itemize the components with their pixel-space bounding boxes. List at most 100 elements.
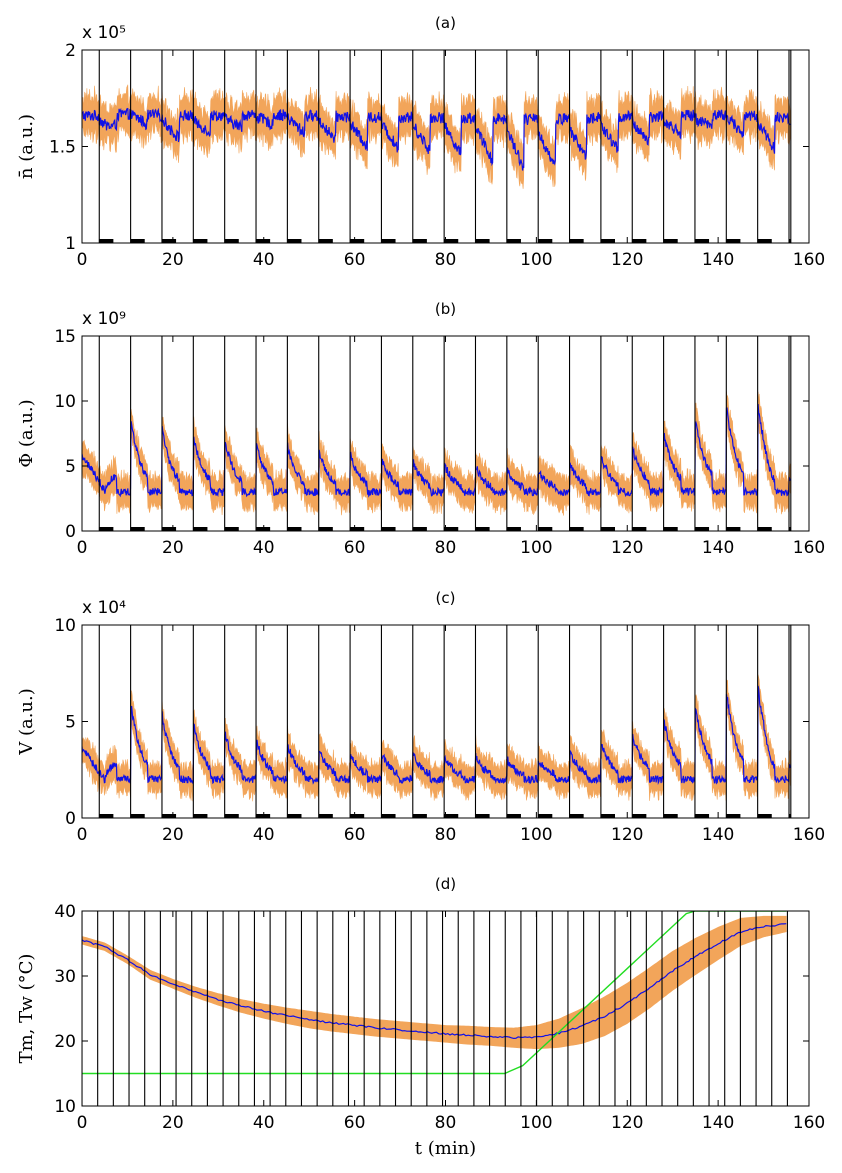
cycle-marker-bar	[506, 239, 521, 243]
y-tick-label: 20	[54, 1032, 76, 1052]
cycle-marker-bar	[287, 814, 302, 818]
x-tick-label: 140	[702, 825, 734, 845]
x-tick-label: 120	[611, 538, 643, 558]
cycle-marker-bar	[318, 239, 333, 243]
cycle-marker-bar	[381, 814, 396, 818]
x-tick-label: 0	[77, 250, 88, 270]
x-tick-label: 80	[435, 538, 457, 558]
x-tick-label: 120	[611, 1113, 643, 1133]
cycle-marker-bar	[99, 527, 114, 531]
cycle-marker-bar	[726, 814, 741, 818]
cycle-marker-bar	[256, 239, 271, 243]
cycle-marker-bar	[789, 814, 791, 818]
x-tick-label: 40	[253, 250, 275, 270]
panel-title: (c)	[436, 589, 456, 607]
y-tick-label: 2	[65, 41, 76, 61]
y-tick-label: 15	[54, 327, 76, 347]
cycle-marker-bar	[412, 527, 427, 531]
axis-exponent-label: x 10⁵	[82, 23, 126, 43]
x-tick-label: 40	[253, 825, 275, 845]
x-tick-label: 80	[435, 1113, 457, 1133]
cycle-marker-bar	[694, 239, 710, 243]
cycle-marker-bar	[726, 239, 741, 243]
cycle-marker-bar	[663, 239, 678, 243]
plot-area	[82, 336, 792, 531]
x-tick-label: 160	[793, 1113, 825, 1133]
cycle-marker-bar	[569, 239, 584, 243]
x-tick-label: 60	[344, 1113, 366, 1133]
x-tick-label: 0	[77, 825, 88, 845]
cycle-marker-bar	[475, 527, 490, 531]
y-tick-label: 0	[65, 522, 76, 542]
cycle-marker-bar	[663, 814, 678, 818]
x-tick-label: 160	[793, 825, 825, 845]
cycle-marker-bar	[224, 239, 239, 243]
panel-title: (a)	[435, 14, 456, 32]
series-line-tm	[82, 923, 787, 1040]
cycle-marker-bar	[193, 527, 208, 531]
y-tick-label: 40	[54, 902, 76, 922]
cycle-marker-bar	[287, 239, 302, 243]
y-tick-label: 1.5	[49, 138, 76, 158]
panel-d: 0 20 40 60 80 100 120 140 160 10 20 30 40 (d) Tm, Tw (…	[16, 875, 825, 1159]
axes-frame	[81, 49, 810, 244]
x-tick-label: 0	[77, 1113, 88, 1133]
x-tick-label: 100	[520, 250, 552, 270]
cycle-marker-bar	[99, 239, 114, 243]
axis-exponent-label: x 10⁹	[82, 309, 126, 329]
cycle-marker-bar	[381, 527, 396, 531]
series-band	[82, 84, 791, 189]
cycle-marker-bar	[789, 527, 791, 531]
panel-title: (d)	[435, 875, 456, 893]
cycle-marker-bar	[444, 814, 459, 818]
x-tick-label: 140	[702, 538, 734, 558]
x-tick-label: 40	[253, 538, 275, 558]
series-band	[82, 391, 791, 516]
y-axis-label: V (a.u.)	[16, 688, 37, 756]
cycle-marker-bar	[663, 527, 678, 531]
cycle-marker-bar	[506, 527, 521, 531]
cycle-marker-bar	[600, 814, 616, 818]
x-tick-label: 120	[611, 825, 643, 845]
x-tick-label: 20	[162, 825, 184, 845]
cycle-marker-bar	[318, 527, 333, 531]
cycle-marker-bar	[350, 239, 365, 243]
cycle-marker-bar	[632, 239, 647, 243]
cycle-marker-bar	[161, 527, 177, 531]
x-tick-label: 140	[702, 1113, 734, 1133]
y-axis-label: Φ (a.u.)	[16, 399, 37, 467]
x-tick-label: 160	[793, 538, 825, 558]
cycle-marker-bar	[538, 527, 553, 531]
cycle-marker-bar	[475, 239, 490, 243]
cycle-marker-bar	[538, 239, 553, 243]
cycle-marker-bar	[287, 527, 302, 531]
cycle-marker-bar	[224, 814, 239, 818]
y-tick-label: 10	[54, 616, 76, 636]
cycle-marker-bar	[130, 239, 145, 243]
x-tick-label: 60	[344, 250, 366, 270]
axis-exponent-label: x 10⁴	[82, 598, 126, 618]
cycle-marker-bar	[161, 814, 177, 818]
panel-a: 0 20 40 60 80 100 120 140 160 1 1.5 2 (a) x 10⁵ n̄ (a.…	[16, 14, 825, 270]
panel-title: (b)	[435, 300, 456, 318]
x-axis-label: t (min)	[415, 1138, 476, 1159]
cycle-marker-bar	[99, 814, 114, 818]
x-tick-label: 100	[520, 1113, 552, 1133]
cycle-marker-bar	[475, 814, 490, 818]
cycle-marker-bar	[224, 527, 239, 531]
cycle-marker-bar	[256, 814, 271, 818]
y-axis-label: Tm, Tw (°C)	[16, 954, 37, 1064]
x-tick-label: 20	[162, 1113, 184, 1133]
x-tick-label: 120	[611, 250, 643, 270]
cycle-marker-bar	[130, 814, 145, 818]
cycle-marker-bar	[757, 814, 772, 818]
x-tick-label: 100	[520, 538, 552, 558]
cycle-marker-bar	[161, 239, 177, 243]
x-tick-label: 0	[77, 538, 88, 558]
cycle-marker-bar	[412, 814, 427, 818]
cycle-marker-bar	[318, 814, 333, 818]
x-tick-label: 100	[520, 825, 552, 845]
cycle-marker-bar	[193, 239, 208, 243]
cycle-marker-bar	[632, 527, 647, 531]
